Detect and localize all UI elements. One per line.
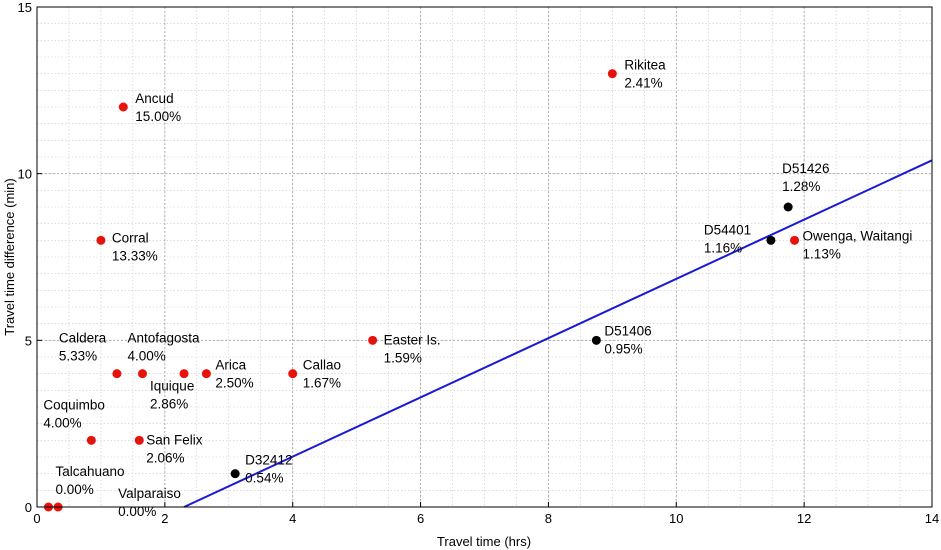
- point-label-talcahuano: Talcahuano: [56, 464, 125, 479]
- point-labels: Talcahuano 0.00% Valparaiso 0.00% Coquimbo 4.…: [43, 58, 912, 519]
- point-d51406: [591, 335, 601, 345]
- point-percent-d32412: 0.54%: [245, 471, 283, 486]
- x-tick-label: 6: [417, 511, 424, 526]
- point-percent-d51406: 0.95%: [604, 341, 642, 356]
- point-label-antofagosta: Antofagosta: [127, 331, 200, 346]
- y-axis-ticks: 0 5 10 15: [18, 0, 42, 515]
- point-label-d51406: D51406: [604, 323, 651, 338]
- point-percent-ancud: 15.00%: [135, 109, 181, 124]
- point-antofagosta: [137, 369, 147, 379]
- point-san-felix: [134, 435, 144, 445]
- point-percent-san-felix: 2.06%: [146, 450, 184, 465]
- trend-fit-line: [183, 159, 933, 508]
- point-caldera: [112, 369, 122, 379]
- point-label-valparaiso: Valparaiso: [118, 486, 181, 501]
- point-percent-caldera: 5.33%: [59, 349, 97, 364]
- point-percent-easter-is: 1.59%: [384, 350, 422, 365]
- point-percent-talcahuano: 0.00%: [56, 482, 94, 497]
- point-owenga-waitangi: [790, 235, 800, 245]
- point-label-coquimbo: Coquimbo: [43, 397, 105, 412]
- plot-frame: [36, 6, 933, 508]
- point-label-owenga-waitangi: Owenga, Waitangi: [803, 228, 913, 243]
- point-label-easter-is: Easter Is.: [384, 332, 441, 347]
- point-coquimbo: [86, 435, 96, 445]
- x-tick-label: 0: [33, 511, 40, 526]
- point-percent-owenga-waitangi: 1.13%: [803, 246, 841, 261]
- point-d54401: [766, 235, 776, 245]
- x-tick-label: 14: [925, 511, 939, 526]
- point-percent-d51426: 1.28%: [782, 179, 820, 194]
- point-ancud: [118, 102, 128, 112]
- point-label-san-felix: San Felix: [146, 432, 203, 447]
- point-label-d32412: D32412: [245, 453, 292, 468]
- y-tick-label: 5: [25, 333, 32, 348]
- x-tick-label: 10: [669, 511, 683, 526]
- x-tick-label: 12: [797, 511, 811, 526]
- y-tick-label: 0: [25, 500, 32, 515]
- point-arica: [201, 369, 211, 379]
- point-callao: [288, 369, 298, 379]
- x-axis-label: Travel time (hrs): [437, 534, 531, 549]
- point-label-corral: Corral: [112, 230, 149, 245]
- point-label-rikitea: Rikitea: [624, 58, 666, 73]
- y-tick-label: 15: [18, 0, 32, 15]
- point-label-iquique: Iquique: [150, 379, 194, 394]
- point-percent-rikitea: 2.41%: [624, 76, 662, 91]
- y-tick-label: 10: [18, 167, 32, 182]
- x-tick-label: 8: [545, 511, 552, 526]
- point-label-arica: Arica: [215, 358, 246, 373]
- point-iquique: [179, 369, 189, 379]
- x-tick-label: 4: [289, 511, 296, 526]
- x-axis-ticks: 0 2 4 6 8 10 12 14: [33, 502, 939, 526]
- point-percent-valparaiso: 0.00%: [118, 504, 156, 519]
- point-percent-iquique: 2.86%: [150, 397, 188, 412]
- point-label-d54401: D54401: [704, 222, 751, 237]
- point-label-callao: Callao: [303, 358, 341, 373]
- point-easter-is: [368, 335, 378, 345]
- x-tick-label: 2: [161, 511, 168, 526]
- point-rikitea: [607, 69, 617, 79]
- y-axis-label: Travel time difference (min): [2, 178, 17, 336]
- point-percent-corral: 13.33%: [112, 248, 158, 263]
- point-label-ancud: Ancud: [135, 91, 173, 106]
- point-corral: [96, 235, 106, 245]
- point-percent-coquimbo: 4.00%: [43, 415, 81, 430]
- point-percent-arica: 2.50%: [215, 376, 253, 391]
- point-label-d51426: D51426: [782, 161, 829, 176]
- point-percent-callao: 1.67%: [303, 376, 341, 391]
- point-d32412: [230, 469, 240, 479]
- point-d51426: [783, 202, 793, 212]
- point-label-caldera: Caldera: [59, 331, 107, 346]
- point-percent-d54401: 1.16%: [704, 240, 742, 255]
- point-percent-antofagosta: 4.00%: [127, 349, 165, 364]
